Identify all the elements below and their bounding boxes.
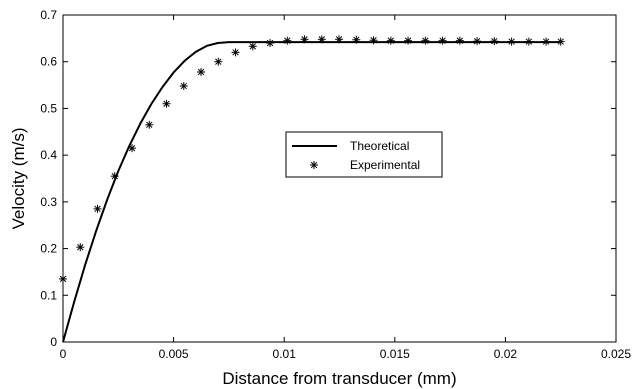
- data-point-experimental: [490, 37, 499, 46]
- data-point-experimental: [76, 243, 85, 252]
- data-point-experimental: [455, 36, 464, 45]
- y-axis-label: Velocity (m/s): [9, 127, 28, 229]
- data-point-experimental: [93, 204, 102, 213]
- data-point-experimental: [352, 35, 361, 44]
- y-tick-label: 0: [50, 335, 57, 349]
- y-tick-label: 0.6: [40, 55, 57, 69]
- data-point-experimental: [438, 36, 447, 45]
- data-point-experimental: [59, 274, 67, 283]
- legend-asterisk-marker: [310, 161, 318, 169]
- data-point-experimental: [335, 35, 344, 44]
- x-tick-label: 0.01: [273, 347, 297, 361]
- legend-box: [285, 131, 443, 178]
- y-tick-label: 0.3: [40, 195, 57, 209]
- data-point-experimental: [162, 99, 171, 108]
- data-point-experimental: [145, 120, 154, 129]
- x-tick-labels: 0 0.005 0.01 0.015 0.02 0.025: [60, 347, 632, 361]
- data-point-experimental: [317, 35, 326, 44]
- x-tick-label: 0.005: [159, 347, 189, 361]
- plot-area: [62, 14, 617, 343]
- data-point-experimental: [231, 48, 240, 57]
- y-tick-label: 0.4: [40, 148, 57, 162]
- data-point-experimental: [524, 37, 533, 46]
- data-point-experimental: [214, 57, 223, 66]
- data-point-experimental: [507, 37, 516, 46]
- data-point-experimental: [556, 37, 565, 46]
- y-tick-label: 0.2: [40, 242, 57, 256]
- legend-asterisk: [310, 161, 318, 169]
- y-tick-labels: 0 0.1 0.2 0.3 0.4 0.5 0.6 0.7: [40, 8, 57, 349]
- x-tick-label: 0.015: [380, 347, 410, 361]
- data-point-experimental: [110, 172, 119, 181]
- y-tick-label: 0.5: [40, 101, 57, 115]
- data-point-experimental: [386, 36, 395, 45]
- series-layer: [59, 35, 565, 343]
- data-point-experimental: [283, 36, 292, 45]
- data-point-experimental: [179, 82, 188, 91]
- y-tick-label: 0.1: [40, 288, 57, 302]
- data-point-experimental: [248, 42, 257, 51]
- y-tick-label: 0.7: [40, 8, 57, 22]
- data-point-experimental: [421, 36, 430, 45]
- legend-label-theoretical: Theoretical: [350, 139, 409, 153]
- data-point-experimental: [197, 67, 206, 76]
- data-point-experimental: [300, 35, 309, 44]
- data-point-experimental: [542, 37, 551, 46]
- data-point-experimental: [404, 36, 413, 45]
- x-tick-label: 0: [60, 347, 67, 361]
- data-point-experimental: [369, 36, 378, 45]
- x-tick-label: 0.02: [494, 347, 518, 361]
- x-tick-label: 0.025: [601, 347, 631, 361]
- data-point-experimental: [266, 39, 275, 48]
- x-axis-label: Distance from transducer (mm): [222, 369, 456, 388]
- legend: Theoretical Experimental: [285, 131, 443, 178]
- axis-ticks: [62, 14, 617, 343]
- data-point-experimental: [473, 37, 482, 46]
- series-line-theoretical: [62, 41, 561, 343]
- data-point-experimental: [128, 144, 137, 153]
- legend-label-experimental: Experimental: [350, 158, 420, 172]
